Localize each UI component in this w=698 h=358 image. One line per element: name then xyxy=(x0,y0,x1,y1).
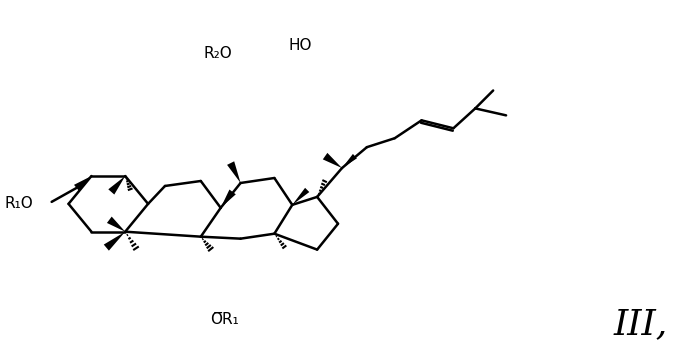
Polygon shape xyxy=(107,217,125,232)
Text: HO: HO xyxy=(289,38,312,53)
Text: O̅R₁: O̅R₁ xyxy=(210,312,239,327)
Polygon shape xyxy=(74,176,91,191)
Polygon shape xyxy=(104,232,125,251)
Text: R₁O: R₁O xyxy=(5,196,34,211)
Text: III,: III, xyxy=(614,307,667,341)
Polygon shape xyxy=(227,161,241,183)
Polygon shape xyxy=(342,154,357,168)
Polygon shape xyxy=(292,188,309,205)
Polygon shape xyxy=(221,189,236,208)
Polygon shape xyxy=(322,153,342,168)
Text: R₂O: R₂O xyxy=(203,46,232,61)
Polygon shape xyxy=(108,176,125,194)
